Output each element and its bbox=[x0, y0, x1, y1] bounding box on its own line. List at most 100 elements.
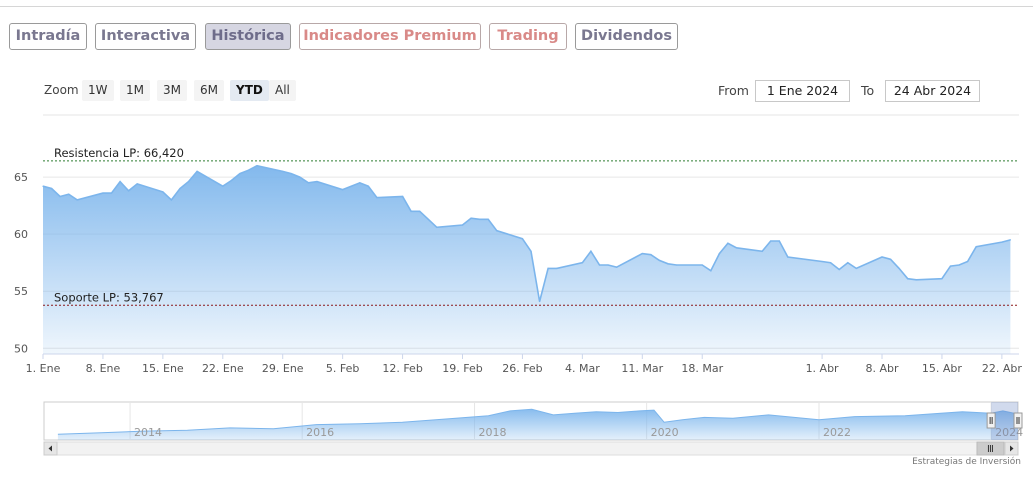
price-point bbox=[196, 170, 198, 172]
price-area-fill bbox=[43, 165, 1011, 354]
zoom-button-3m[interactable]: 3M bbox=[157, 80, 187, 101]
price-point bbox=[881, 256, 883, 258]
price-point bbox=[1009, 239, 1012, 241]
tab-dividendos[interactable]: Dividendos bbox=[575, 23, 678, 50]
price-point bbox=[949, 265, 952, 267]
price-point bbox=[650, 254, 652, 256]
price-point bbox=[128, 190, 130, 192]
price-point bbox=[282, 170, 284, 172]
navigator-handle-right[interactable] bbox=[1013, 412, 1023, 429]
price-point bbox=[479, 218, 481, 220]
price-point bbox=[222, 185, 224, 187]
zoom-button-all[interactable]: All bbox=[269, 80, 296, 101]
price-point bbox=[598, 264, 601, 266]
scrollbar bbox=[43, 441, 1019, 456]
x-tick-label: 11. Mar bbox=[621, 362, 663, 375]
price-point bbox=[590, 250, 592, 252]
price-point bbox=[401, 195, 404, 198]
price-point bbox=[256, 165, 258, 167]
navigator-year-label: 2016 bbox=[306, 426, 334, 439]
navigator-line bbox=[57, 408, 1018, 435]
x-tick-label: 8. Abr bbox=[866, 362, 899, 375]
tab-trading[interactable]: Trading bbox=[489, 23, 567, 50]
zoom-button-1m[interactable]: 1M bbox=[120, 80, 150, 101]
price-point bbox=[436, 226, 438, 228]
price-point bbox=[461, 224, 464, 226]
from-date-input[interactable]: 1 Ene 2024 bbox=[755, 80, 850, 102]
price-point bbox=[50, 187, 53, 190]
price-point bbox=[102, 192, 104, 194]
x-tick-label: 22. Abr bbox=[982, 362, 1022, 375]
scroll-right-button[interactable] bbox=[1004, 441, 1019, 456]
price-point bbox=[410, 210, 412, 212]
price-point bbox=[538, 300, 541, 303]
tab-interactiva[interactable]: Interactiva bbox=[95, 23, 196, 50]
price-point bbox=[230, 179, 232, 182]
x-tick-label: 22. Ene bbox=[202, 362, 244, 375]
tab-indicadores-premium[interactable]: Indicadores Premium bbox=[299, 23, 481, 50]
tab-historica[interactable]: Histórica bbox=[205, 23, 291, 50]
price-point bbox=[770, 240, 772, 242]
price-point bbox=[710, 270, 712, 272]
price-point bbox=[838, 268, 840, 271]
price-point bbox=[701, 264, 703, 266]
price-point bbox=[367, 185, 369, 187]
x-tick-label: 15. Ene bbox=[142, 362, 184, 375]
x-tick-label: 29. Ene bbox=[262, 362, 304, 375]
x-tick-label: 8. Ene bbox=[86, 362, 121, 375]
price-point bbox=[1001, 241, 1003, 243]
scrollbar-thumb[interactable] bbox=[976, 441, 1005, 456]
price-point bbox=[727, 242, 729, 244]
price-area-series bbox=[42, 164, 1012, 354]
price-point bbox=[521, 238, 524, 240]
price-point bbox=[967, 260, 969, 263]
price-point bbox=[761, 250, 763, 252]
y-tick-label: 65 bbox=[14, 171, 28, 184]
price-point bbox=[136, 183, 138, 185]
navigator-handle-left[interactable] bbox=[986, 412, 996, 429]
top-divider bbox=[0, 6, 1033, 7]
price-point bbox=[547, 267, 549, 269]
price-point bbox=[530, 250, 532, 252]
price-point bbox=[359, 182, 361, 184]
zoom-button-1w[interactable]: 1W bbox=[82, 80, 114, 101]
credit-text: Estrategias de Inversión bbox=[912, 457, 1021, 467]
x-axis: 1. Ene 8. Ene 15. Ene 22. Ene 29. Ene 5. Feb 1… bbox=[26, 353, 1022, 375]
price-point bbox=[830, 262, 832, 264]
price-point bbox=[350, 185, 352, 187]
price-point bbox=[76, 199, 78, 201]
scrollbar-track[interactable] bbox=[43, 441, 1019, 456]
zoom-label: Zoom bbox=[44, 83, 79, 97]
navigator-area-fill bbox=[57, 409, 1018, 440]
to-date-input[interactable]: 24 Abr 2024 bbox=[885, 80, 980, 102]
price-point bbox=[470, 217, 472, 219]
x-tick-label: 12. Feb bbox=[382, 362, 422, 375]
zoom-button-ytd[interactable]: YTD bbox=[230, 80, 269, 101]
price-point bbox=[778, 240, 780, 242]
price-point bbox=[821, 260, 823, 263]
scroll-left-button[interactable] bbox=[43, 441, 58, 456]
price-point bbox=[787, 256, 789, 258]
price-point bbox=[342, 189, 344, 191]
price-point bbox=[898, 267, 900, 269]
price-point bbox=[641, 252, 643, 255]
price-point bbox=[581, 262, 583, 264]
price-point bbox=[162, 191, 164, 193]
y-axis: 50 55 60 65 bbox=[14, 171, 28, 355]
price-point bbox=[958, 264, 960, 266]
reference-lines: Resistencia LP: 66,420 Soporte LP: 53,767 bbox=[43, 146, 1019, 306]
x-tick-label: 1. Abr bbox=[806, 362, 839, 375]
price-point bbox=[376, 197, 378, 199]
zoom-button-6m[interactable]: 6M bbox=[194, 80, 224, 101]
price-point bbox=[718, 252, 720, 255]
tab-intradia[interactable]: Intradía bbox=[9, 23, 87, 50]
price-point bbox=[975, 246, 977, 248]
price-point bbox=[889, 258, 892, 260]
price-point bbox=[496, 230, 498, 232]
price-point bbox=[907, 278, 909, 280]
price-point bbox=[607, 264, 609, 266]
y-tick-label: 60 bbox=[14, 228, 28, 241]
navigator-year-label: 2022 bbox=[823, 426, 851, 439]
price-point bbox=[941, 278, 943, 280]
